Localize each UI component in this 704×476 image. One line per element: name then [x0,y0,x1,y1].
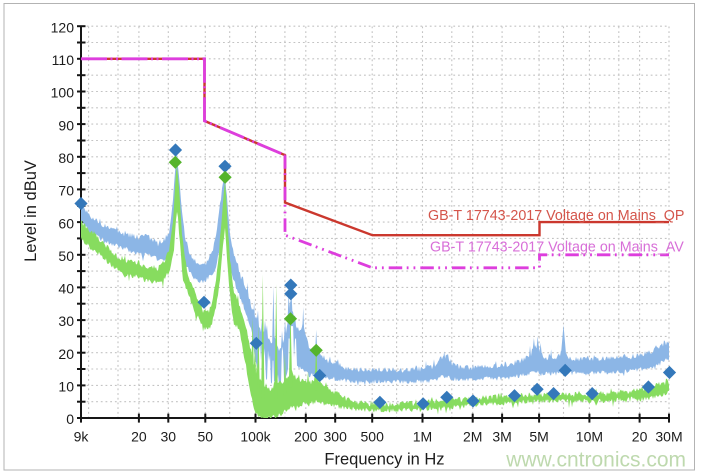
svg-text:120: 120 [51,19,75,35]
svg-text:30M: 30M [655,429,682,445]
svg-text:100: 100 [51,85,75,101]
svg-text:2M: 2M [463,429,482,445]
svg-text:50: 50 [58,248,74,264]
svg-text:20: 20 [131,429,147,445]
svg-text:10: 10 [58,379,74,395]
svg-text:300: 300 [324,429,348,445]
svg-text:60: 60 [58,215,74,231]
svg-text:5M: 5M [529,429,548,445]
svg-text:20: 20 [632,429,648,445]
svg-text:20: 20 [58,346,74,362]
svg-text:30: 30 [58,313,74,329]
svg-text:GB-T 17743-2017 Voltage on Mai: GB-T 17743-2017 Voltage on Mains_AV [430,240,684,256]
svg-text:30: 30 [161,429,177,445]
svg-text:www.cntronics.com: www.cntronics.com [505,449,686,472]
svg-text:0: 0 [66,411,74,427]
svg-text:500: 500 [361,429,385,445]
svg-text:9k: 9k [74,429,90,445]
svg-text:110: 110 [52,52,75,68]
svg-text:100k: 100k [240,429,271,445]
svg-text:GB-T 17743-2017 Voltage on Mai: GB-T 17743-2017 Voltage on Mains_QP [428,208,684,224]
svg-text:80: 80 [58,150,74,166]
svg-text:90: 90 [58,117,74,133]
svg-text:40: 40 [58,281,74,297]
svg-text:Frequency in Hz: Frequency in Hz [324,451,444,469]
svg-text:200: 200 [294,429,318,445]
svg-text:10M: 10M [576,429,603,445]
svg-text:50: 50 [198,429,214,445]
svg-text:3M: 3M [492,429,511,445]
svg-text:Level in dBuV: Level in dBuV [22,160,40,262]
svg-text:1M: 1M [413,429,432,445]
svg-text:70: 70 [58,183,74,199]
